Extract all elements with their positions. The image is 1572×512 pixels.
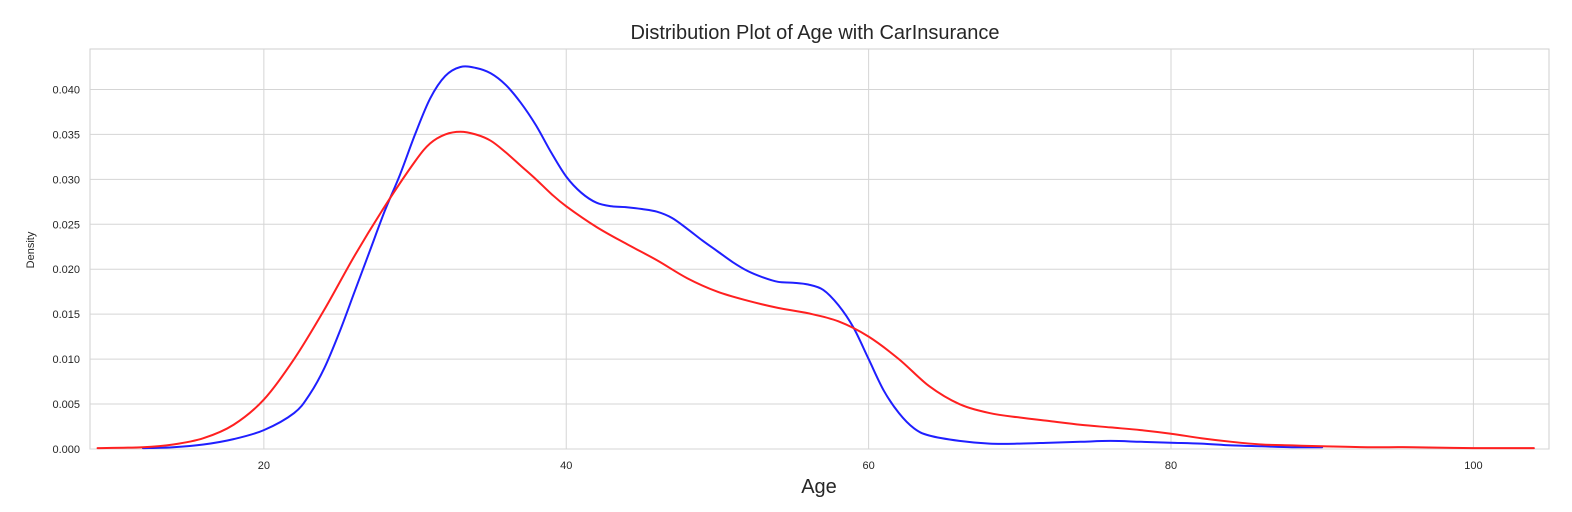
x-tick-labels: 20 40 60 80 100 bbox=[258, 460, 1483, 472]
plot-area bbox=[89, 48, 1550, 450]
y-tick-label: 0.010 bbox=[52, 354, 80, 366]
x-tick-label: 80 bbox=[1165, 460, 1177, 472]
y-tick-label: 0.000 bbox=[52, 444, 80, 456]
y-tick-label: 0.020 bbox=[52, 264, 80, 276]
x-tick-label: 20 bbox=[258, 460, 270, 472]
x-tick-label: 60 bbox=[863, 460, 875, 472]
chart-title: Distribution Plot of Age with CarInsuran… bbox=[630, 22, 999, 44]
y-tick-label: 0.030 bbox=[52, 174, 80, 186]
y-axis-label: Density bbox=[25, 231, 37, 268]
series-line-1 bbox=[96, 130, 1535, 450]
y-gridlines bbox=[90, 88, 1549, 450]
x-tick-label: 40 bbox=[560, 460, 572, 472]
x-tick-label: 100 bbox=[1464, 460, 1482, 472]
x-axis-label: Age bbox=[801, 476, 837, 498]
y-tick-label: 0.015 bbox=[52, 309, 80, 321]
y-tick-label: 0.005 bbox=[52, 399, 80, 411]
x-gridlines bbox=[263, 49, 1474, 449]
series-layer bbox=[96, 65, 1535, 450]
y-tick-label: 0.040 bbox=[52, 84, 80, 96]
y-tick-label: 0.035 bbox=[52, 129, 80, 141]
y-tick-labels: 0.000 0.005 0.010 0.015 0.020 0.025 0.030 0.035… bbox=[52, 84, 80, 456]
series-line-0 bbox=[141, 65, 1324, 450]
y-tick-label: 0.025 bbox=[52, 219, 80, 231]
